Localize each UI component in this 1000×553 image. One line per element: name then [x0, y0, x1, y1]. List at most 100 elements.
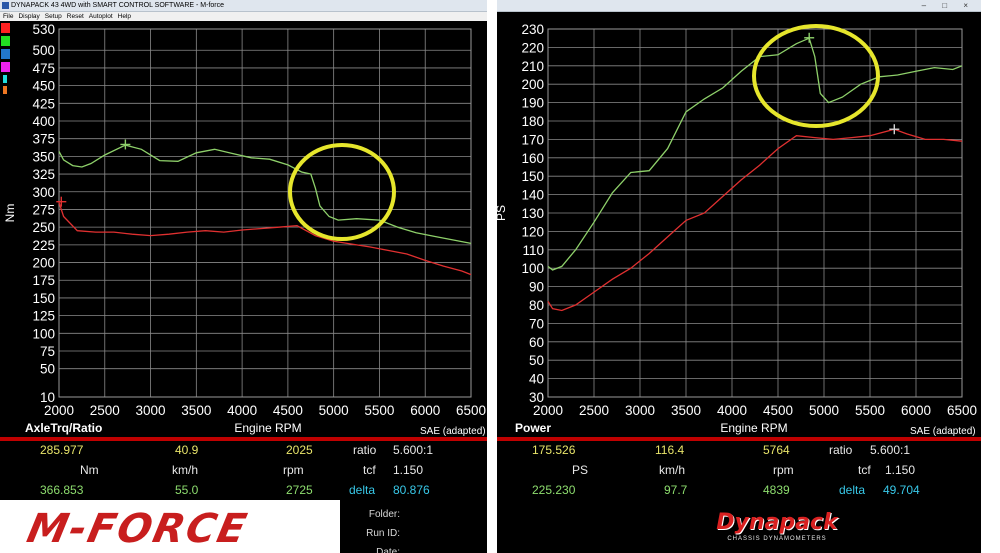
readout-tcf-value-r: 1.150 [885, 463, 916, 477]
window-controls[interactable]: – □ × [921, 1, 975, 10]
menu-reset[interactable]: Reset [66, 13, 84, 20]
window-title: DYNAPACK 43 4WD with SMART CONTROL SOFTW… [11, 2, 225, 9]
x-tick-label: 4500 [273, 403, 303, 418]
readout-rpm-value-2: 2725 [286, 483, 313, 497]
readout-rpm-value-r: 5764 [763, 443, 790, 457]
readout-delta-value-r: 49.704 [883, 483, 920, 497]
chart-title: Power [515, 421, 551, 435]
readout-tcf-label: tcf [363, 463, 376, 477]
swatch-magenta[interactable] [1, 62, 10, 72]
y-axis-label: Nm [3, 204, 17, 223]
power-chart: 2000 2500 3000 3500 4000 4500 5000 5500 6000 6500… [497, 22, 977, 437]
x-tick-label: 2500 [90, 403, 120, 418]
readout-ratio-label: ratio [353, 443, 377, 457]
menu-bar: File Display Setup Reset Autoplot Help [0, 12, 487, 21]
menu-file[interactable]: File [3, 13, 14, 20]
plot-frame [58, 28, 472, 398]
y-tick-label: 150 [521, 169, 544, 184]
swatch-green[interactable] [1, 36, 10, 46]
y-tick-label: 230 [521, 22, 544, 37]
sae-note: SAE (adapted) [910, 426, 976, 437]
readout-rpm-value: 2025 [286, 443, 313, 457]
y-tick-label: 30 [529, 390, 544, 405]
green-curve [547, 37, 963, 271]
readout-power-value: 175.526 [532, 443, 576, 457]
chart-divider-right [497, 437, 981, 441]
readout-ratio-label-r: ratio [829, 443, 853, 457]
y-tick-label: 100 [521, 261, 544, 276]
y-tick-label: 50 [529, 353, 544, 368]
y-tick-label: 275 [32, 202, 55, 217]
red-curve [58, 202, 472, 276]
y-tick-label: 175 [32, 273, 55, 288]
readout-unit-kmh: km/h [172, 463, 199, 477]
readout-delta-label: delta [349, 483, 376, 497]
y-tick-label: 160 [521, 151, 544, 166]
x-tick-label: 4500 [763, 403, 793, 418]
x-tick-label: 3500 [181, 403, 211, 418]
mforce-logo: M-FORCE [23, 506, 253, 552]
readout-rpm-value-r2: 4839 [763, 483, 790, 497]
readout-unit-nm: Nm [80, 463, 99, 477]
y-tick-label: 180 [521, 114, 544, 129]
menu-autoplot[interactable]: Autoplot [88, 13, 113, 20]
readout-speed-value-r2: 97.7 [664, 483, 688, 497]
x-tick-label: 6000 [901, 403, 931, 418]
y-tick-label: 150 [32, 291, 55, 306]
y-tick-label: 110 [522, 243, 544, 258]
app-icon [2, 2, 9, 9]
menu-display[interactable]: Display [18, 13, 40, 20]
y-tick-label: 250 [32, 220, 55, 235]
readout-power-value-2: 225.230 [532, 483, 576, 497]
x-tick-label: 2500 [579, 403, 609, 418]
y-tick-label: 70 [529, 316, 544, 331]
dynapack-logo: Dynapack CHASSIS DYNAMOMETERS [697, 510, 857, 550]
x-tick-label: 5500 [364, 403, 394, 418]
y-tick-label: 75 [40, 344, 55, 359]
readout-delta-label-r: delta [839, 483, 866, 497]
y-tick-label: 375 [32, 132, 55, 147]
window-titlebar: DYNAPACK 43 4WD with SMART CONTROL SOFTW… [0, 0, 487, 12]
x-axis-label: Engine RPM [234, 421, 301, 435]
x-tick-label: 5000 [319, 403, 349, 418]
folder-label: Folder: [368, 509, 400, 520]
sae-note: SAE (adapted) [420, 426, 486, 437]
readout-delta-value: 80.876 [393, 483, 430, 497]
x-tick-label: 4000 [227, 403, 257, 418]
plot-frame [547, 28, 963, 398]
y-tick-label: 475 [32, 61, 55, 76]
date-label: Date: [376, 547, 400, 553]
readout-unit-rpm-r: rpm [773, 463, 794, 477]
readout-speed-value-2: 55.0 [175, 483, 199, 497]
swatch-orange[interactable] [3, 86, 7, 94]
x-tick-label: 6500 [456, 403, 486, 418]
y-tick-label: 50 [40, 362, 55, 377]
y-tick-label: 60 [529, 335, 544, 350]
right-dyno-panel: – □ × 2000 2500 3000 3500 4000 4500 5000 5500 60… [497, 0, 981, 553]
swatch-blue[interactable] [1, 49, 10, 59]
swatch-cyan[interactable] [3, 75, 7, 83]
green-curve [58, 144, 472, 245]
y-tick-label: 350 [32, 149, 55, 164]
x-tick-label: 5500 [855, 403, 885, 418]
y-tick-label: 80 [529, 298, 544, 313]
readout-ratio-value: 5.600:1 [393, 443, 434, 457]
x-axis-label: Engine RPM [720, 421, 787, 435]
y-axis-label: PS [497, 205, 508, 221]
menu-help[interactable]: Help [117, 13, 132, 20]
y-tick-label: 200 [521, 77, 544, 92]
run-id-label: Run ID: [366, 528, 400, 539]
y-tick-label: 40 [529, 372, 544, 387]
y-tick-label: 530 [32, 22, 55, 37]
menu-setup[interactable]: Setup [44, 13, 62, 20]
readout-speed-value: 40.9 [175, 443, 199, 457]
y-tick-label: 400 [32, 114, 55, 129]
red-curve [547, 128, 963, 312]
swatch-red[interactable] [1, 23, 10, 33]
readout-torque-value: 285.977 [40, 443, 84, 457]
curve-color-swatches [1, 23, 10, 97]
x-tick-label: 6000 [410, 403, 440, 418]
y-tick-label: 425 [32, 96, 55, 111]
readout-unit-rpm: rpm [283, 463, 304, 477]
highlight-circle [288, 143, 396, 241]
